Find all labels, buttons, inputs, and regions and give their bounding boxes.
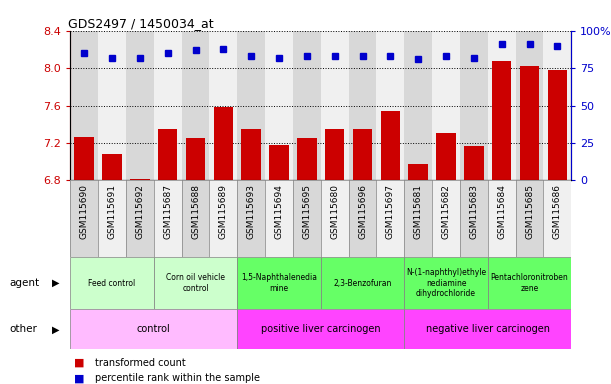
- Text: percentile rank within the sample: percentile rank within the sample: [95, 373, 260, 383]
- Bar: [237, 31, 265, 180]
- Bar: [214, 108, 233, 384]
- Bar: [186, 138, 205, 384]
- Text: GSM115693: GSM115693: [247, 184, 255, 239]
- Bar: [349, 180, 376, 257]
- Bar: [237, 257, 321, 309]
- Bar: [492, 61, 511, 384]
- Bar: [381, 111, 400, 384]
- Bar: [404, 309, 571, 349]
- Text: transformed count: transformed count: [95, 358, 186, 368]
- Bar: [547, 70, 567, 384]
- Text: GSM115680: GSM115680: [330, 184, 339, 239]
- Bar: [543, 180, 571, 257]
- Text: ▶: ▶: [52, 324, 59, 334]
- Bar: [237, 309, 404, 349]
- Bar: [543, 31, 571, 180]
- Text: GSM115683: GSM115683: [469, 184, 478, 239]
- Bar: [241, 129, 261, 384]
- Bar: [70, 309, 237, 349]
- Bar: [210, 31, 237, 180]
- Text: GSM115696: GSM115696: [358, 184, 367, 239]
- Text: GSM115687: GSM115687: [163, 184, 172, 239]
- Text: GSM115690: GSM115690: [79, 184, 89, 239]
- Bar: [436, 133, 456, 384]
- Bar: [376, 31, 404, 180]
- Text: GSM115685: GSM115685: [525, 184, 534, 239]
- Text: GSM115689: GSM115689: [219, 184, 228, 239]
- Text: GSM115684: GSM115684: [497, 184, 506, 239]
- Bar: [488, 31, 516, 180]
- Bar: [158, 129, 177, 384]
- Bar: [325, 129, 345, 384]
- Text: Feed control: Feed control: [89, 279, 136, 288]
- Bar: [210, 180, 237, 257]
- Text: GSM115697: GSM115697: [386, 184, 395, 239]
- Bar: [409, 164, 428, 384]
- Bar: [154, 180, 181, 257]
- Bar: [353, 129, 372, 384]
- Text: ■: ■: [74, 358, 85, 368]
- Bar: [432, 31, 460, 180]
- Text: GSM115694: GSM115694: [274, 184, 284, 239]
- Bar: [488, 257, 571, 309]
- Text: ▶: ▶: [52, 278, 59, 288]
- Bar: [98, 31, 126, 180]
- Bar: [293, 31, 321, 180]
- Bar: [516, 180, 543, 257]
- Bar: [130, 179, 150, 384]
- Bar: [154, 31, 181, 180]
- Text: ■: ■: [74, 373, 85, 383]
- Text: N-(1-naphthyl)ethyle
nediamine
dihydrochloride: N-(1-naphthyl)ethyle nediamine dihydroch…: [406, 268, 486, 298]
- Text: 1,5-Naphthalenedia
mine: 1,5-Naphthalenedia mine: [241, 273, 317, 293]
- Bar: [265, 180, 293, 257]
- Bar: [70, 31, 98, 180]
- Bar: [464, 146, 484, 384]
- Bar: [181, 31, 210, 180]
- Text: 2,3-Benzofuran: 2,3-Benzofuran: [334, 279, 392, 288]
- Bar: [460, 180, 488, 257]
- Bar: [321, 180, 349, 257]
- Text: GSM115692: GSM115692: [136, 184, 144, 239]
- Text: control: control: [137, 324, 170, 334]
- Text: Corn oil vehicle
control: Corn oil vehicle control: [166, 273, 225, 293]
- Text: GSM115688: GSM115688: [191, 184, 200, 239]
- Bar: [404, 257, 488, 309]
- Bar: [297, 138, 316, 384]
- Bar: [265, 31, 293, 180]
- Text: other: other: [9, 324, 37, 334]
- Bar: [102, 154, 122, 384]
- Bar: [321, 257, 404, 309]
- Bar: [237, 180, 265, 257]
- Text: GSM115686: GSM115686: [553, 184, 562, 239]
- Bar: [126, 180, 154, 257]
- Text: negative liver carcinogen: negative liver carcinogen: [426, 324, 550, 334]
- Bar: [269, 145, 289, 384]
- Bar: [376, 180, 404, 257]
- Bar: [349, 31, 376, 180]
- Bar: [70, 257, 154, 309]
- Bar: [181, 180, 210, 257]
- Text: agent: agent: [9, 278, 39, 288]
- Text: positive liver carcinogen: positive liver carcinogen: [261, 324, 381, 334]
- Text: GSM115691: GSM115691: [108, 184, 117, 239]
- Bar: [404, 31, 432, 180]
- Bar: [75, 137, 94, 384]
- Bar: [520, 66, 540, 384]
- Text: GSM115695: GSM115695: [302, 184, 312, 239]
- Text: Pentachloronitroben
zene: Pentachloronitroben zene: [491, 273, 568, 293]
- Bar: [460, 31, 488, 180]
- Bar: [154, 257, 237, 309]
- Bar: [488, 180, 516, 257]
- Bar: [516, 31, 543, 180]
- Bar: [70, 180, 98, 257]
- Bar: [432, 180, 460, 257]
- Text: GDS2497 / 1450034_at: GDS2497 / 1450034_at: [68, 17, 213, 30]
- Text: GSM115681: GSM115681: [414, 184, 423, 239]
- Bar: [293, 180, 321, 257]
- Text: GSM115682: GSM115682: [442, 184, 450, 239]
- Bar: [321, 31, 349, 180]
- Bar: [98, 180, 126, 257]
- Bar: [404, 180, 432, 257]
- Bar: [126, 31, 154, 180]
